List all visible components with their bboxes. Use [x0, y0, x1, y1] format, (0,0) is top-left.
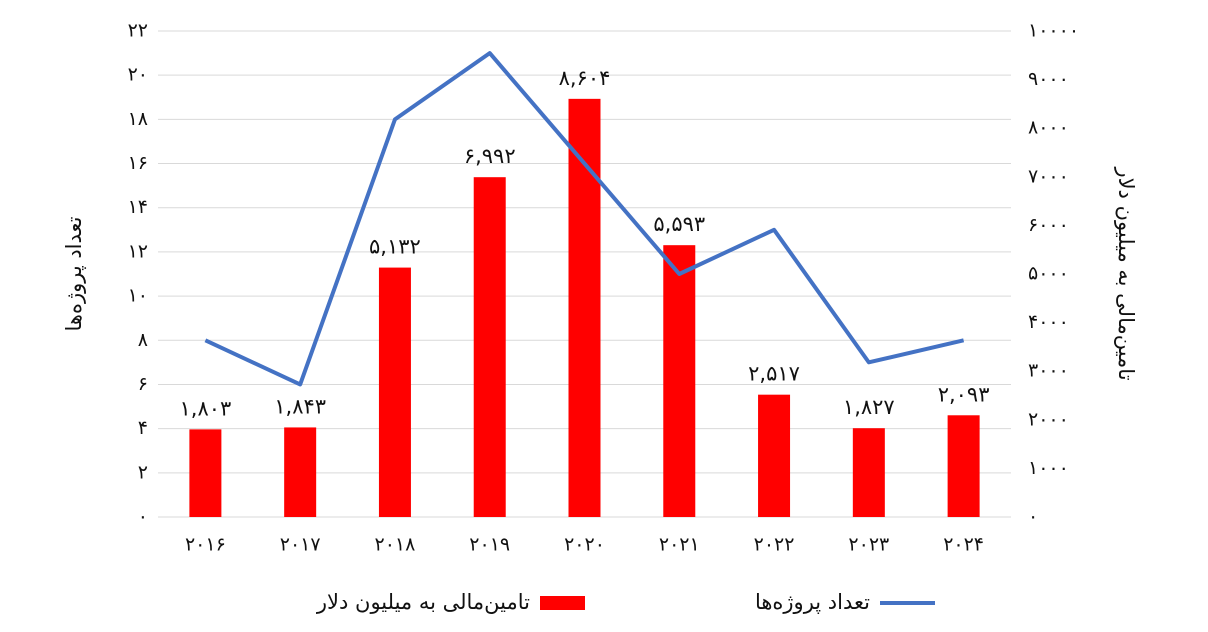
y2-tick-label: ۲۰۰۰ — [1028, 408, 1069, 430]
legend-label: تامین‌مالی به میلیون دلار — [316, 590, 530, 614]
bar — [758, 394, 791, 517]
y-tick-label: ۲ — [138, 461, 148, 483]
data-label: ۲,۵۱۷ — [748, 362, 800, 386]
data-label: ۱,۸۴۳ — [274, 394, 326, 418]
y-tick-label: ۱۰ — [128, 285, 148, 307]
y2-tick-label: ۴۰۰۰ — [1028, 311, 1069, 333]
bar — [852, 428, 885, 517]
bar — [378, 267, 411, 517]
legend-label: تعداد پروژه‌ها — [755, 590, 870, 614]
bar — [473, 177, 506, 518]
y2-tick-label: ۵۰۰۰ — [1028, 263, 1069, 285]
y-axis-title: تعداد پروژه‌ها — [62, 216, 86, 331]
y2-tick-label: ۶۰۰۰ — [1028, 214, 1069, 236]
y-tick-label: ۶ — [138, 373, 148, 395]
x-tick-label: ۲۰۲۱ — [659, 534, 700, 556]
bar — [947, 415, 980, 517]
y2-tick-label: ۸۰۰۰ — [1028, 117, 1069, 139]
y-tick-label: ۱۶ — [128, 152, 148, 174]
x-tick-label: ۲۰۱۷ — [280, 534, 321, 556]
y2-tick-label: ۱۰۰۰۰ — [1028, 20, 1079, 42]
line — [204, 51, 965, 387]
y-tick-label: ۴ — [138, 417, 148, 439]
bar — [663, 245, 696, 517]
data-label: ۱,۸۲۷ — [843, 395, 895, 419]
x-tick-label: ۲۰۲۴ — [943, 534, 984, 556]
y2-tick-label: ۱۰۰۰ — [1028, 457, 1069, 479]
y-tick-label: ۱۸ — [128, 108, 148, 130]
y2-tick-label: ۳۰۰۰ — [1028, 360, 1069, 382]
y-tick-label: ۰ — [138, 506, 148, 528]
x-tick-label: ۲۰۲۰ — [564, 534, 605, 556]
y-tick-label: ۸ — [138, 329, 148, 351]
data-label: ۶,۹۹۲ — [464, 144, 516, 168]
y2-tick-label: ۷۰۰۰ — [1028, 165, 1069, 187]
y2-tick-label: ۹۰۰۰ — [1028, 68, 1069, 90]
y2-axis-title: تامین‌مالی به میلیون دلار — [1114, 166, 1138, 380]
y-tick-label: ۲۲ — [128, 20, 148, 42]
y2-tick-label: ۰ — [1028, 506, 1038, 528]
x-tick-label: ۲۰۲۳ — [848, 534, 889, 556]
x-tick-label: ۲۰۱۹ — [469, 534, 510, 556]
data-label: ۸,۶۰۴ — [559, 66, 611, 90]
y-tick-label: ۱۲ — [128, 240, 148, 262]
data-label: ۲,۰۹۳ — [938, 382, 990, 406]
x-tick-label: ۲۰۲۲ — [754, 534, 795, 556]
y-tick-label: ۱۴ — [128, 196, 148, 218]
bar — [189, 429, 222, 517]
bar — [568, 98, 601, 518]
legend-swatch — [540, 596, 585, 610]
bar — [284, 427, 317, 517]
data-label: ۱,۸۰۳ — [179, 396, 231, 420]
x-tick-label: ۲۰۱۸ — [375, 534, 416, 556]
data-label: ۵,۵۹۳ — [653, 212, 705, 236]
x-tick-label: ۲۰۱۶ — [185, 534, 226, 556]
y-tick-label: ۲۰ — [128, 64, 148, 86]
data-label: ۵,۱۳۲ — [369, 235, 421, 259]
